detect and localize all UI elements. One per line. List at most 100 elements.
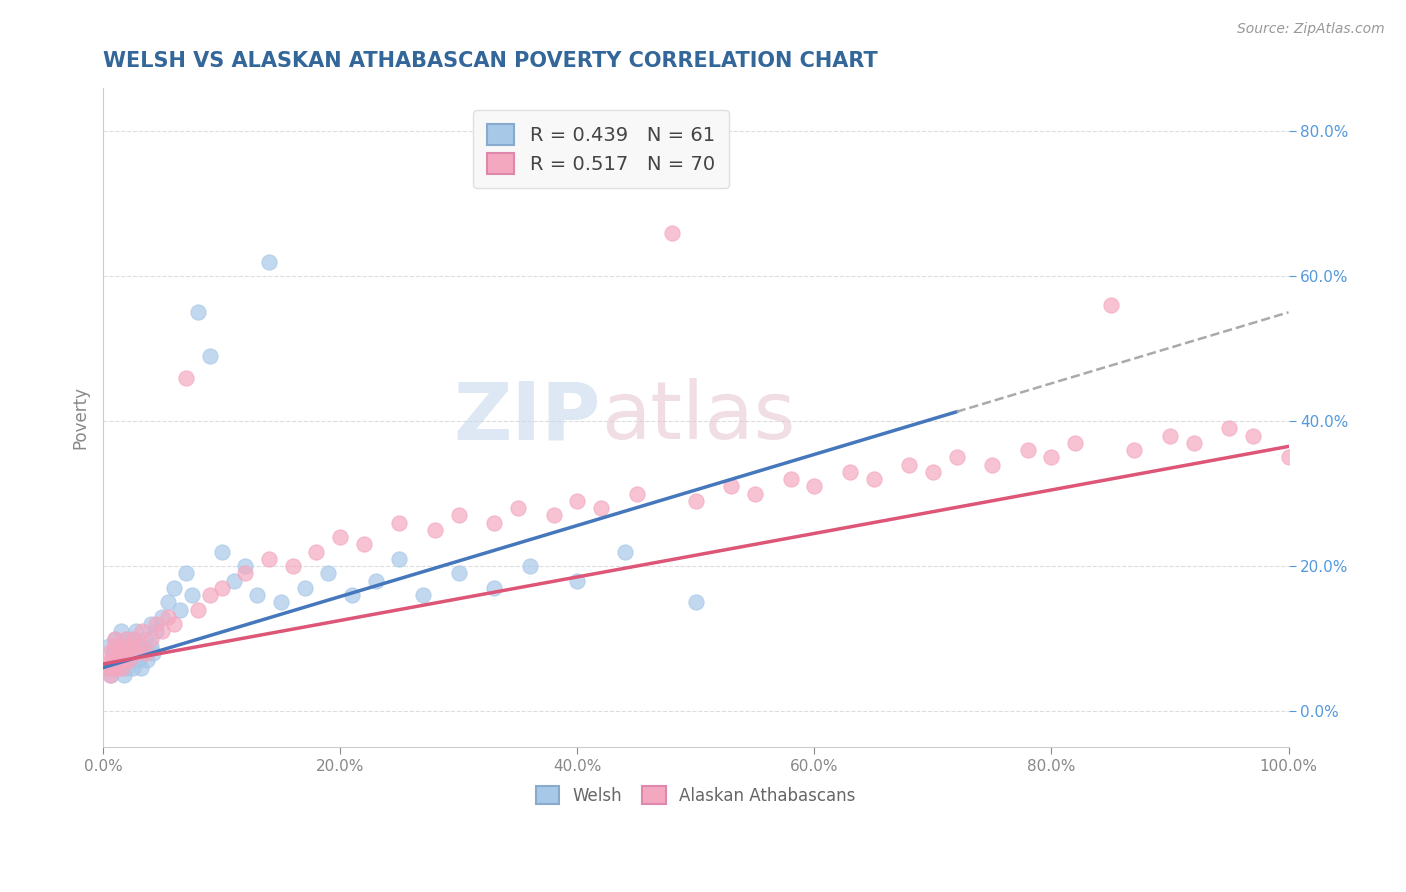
Point [281, 559, 304, 574]
Point [388, 551, 411, 566]
Point [779, 472, 801, 486]
Point [98, 660, 121, 674]
Point [163, 581, 186, 595]
Point [98, 668, 121, 682]
Point [98, 646, 121, 660]
Point [117, 646, 139, 660]
Point [1064, 435, 1087, 450]
Point [862, 472, 884, 486]
Point [139, 639, 162, 653]
Point [187, 602, 209, 616]
Point [142, 646, 165, 660]
Point [136, 653, 159, 667]
Point [744, 486, 766, 500]
Point [685, 493, 707, 508]
Legend: Welsh, Alaskan Athabascans: Welsh, Alaskan Athabascans [530, 780, 862, 812]
Point [100, 653, 122, 667]
Point [129, 660, 152, 674]
Point [103, 653, 125, 667]
Point [898, 458, 921, 472]
Point [104, 653, 127, 667]
Point [114, 632, 136, 646]
Point [125, 624, 148, 639]
Point [945, 450, 967, 465]
Point [1123, 443, 1146, 458]
Point [114, 653, 136, 667]
Point [1040, 450, 1063, 465]
Point [181, 588, 204, 602]
Point [163, 617, 186, 632]
Point [613, 544, 636, 558]
Point [145, 624, 167, 639]
Point [174, 370, 197, 384]
Point [1159, 428, 1181, 442]
Point [145, 617, 167, 632]
Point [108, 653, 131, 667]
Point [661, 226, 683, 240]
Point [294, 581, 316, 595]
Point [235, 566, 257, 581]
Point [270, 595, 292, 609]
Point [567, 574, 589, 588]
Point [1182, 435, 1205, 450]
Point [1099, 298, 1122, 312]
Point [122, 632, 145, 646]
Point [115, 646, 138, 660]
Point [98, 639, 121, 653]
Point [125, 646, 148, 660]
Point [120, 639, 142, 653]
Text: WELSH VS ALASKAN ATHABASCAN POVERTY CORRELATION CHART: WELSH VS ALASKAN ATHABASCAN POVERTY CORR… [103, 51, 877, 70]
Point [111, 660, 134, 674]
Point [111, 660, 134, 674]
Point [447, 566, 470, 581]
Text: Source: ZipAtlas.com: Source: ZipAtlas.com [1237, 22, 1385, 37]
Point [318, 566, 340, 581]
Point [105, 660, 128, 674]
Point [519, 559, 541, 574]
Point [484, 581, 506, 595]
Point [110, 646, 132, 660]
Point [152, 624, 174, 639]
Point [139, 617, 162, 632]
Point [139, 632, 162, 646]
Point [128, 653, 150, 667]
Point [135, 646, 157, 660]
Point [364, 574, 387, 588]
Point [1241, 428, 1264, 442]
Point [981, 458, 1004, 472]
Point [110, 639, 132, 653]
Point [134, 632, 156, 646]
Y-axis label: Poverty: Poverty [72, 386, 89, 449]
Point [340, 588, 363, 602]
Point [101, 646, 124, 660]
Point [104, 660, 127, 674]
Point [114, 639, 136, 653]
Point [198, 588, 221, 602]
Point [101, 660, 124, 674]
Point [589, 501, 612, 516]
Point [157, 595, 180, 609]
Text: atlas: atlas [600, 378, 796, 457]
Point [118, 653, 141, 667]
Point [803, 479, 825, 493]
Point [235, 559, 257, 574]
Point [131, 624, 153, 639]
Point [112, 646, 135, 660]
Point [305, 544, 328, 558]
Point [104, 632, 127, 646]
Point [423, 523, 446, 537]
Point [157, 610, 180, 624]
Point [114, 653, 136, 667]
Point [685, 595, 707, 609]
Point [506, 501, 529, 516]
Point [187, 305, 209, 319]
Point [567, 493, 589, 508]
Point [388, 516, 411, 530]
Point [353, 537, 375, 551]
Point [543, 508, 565, 523]
Text: ZIP: ZIP [454, 378, 600, 457]
Point [626, 486, 648, 500]
Point [246, 588, 269, 602]
Point [104, 632, 127, 646]
Point [198, 349, 221, 363]
